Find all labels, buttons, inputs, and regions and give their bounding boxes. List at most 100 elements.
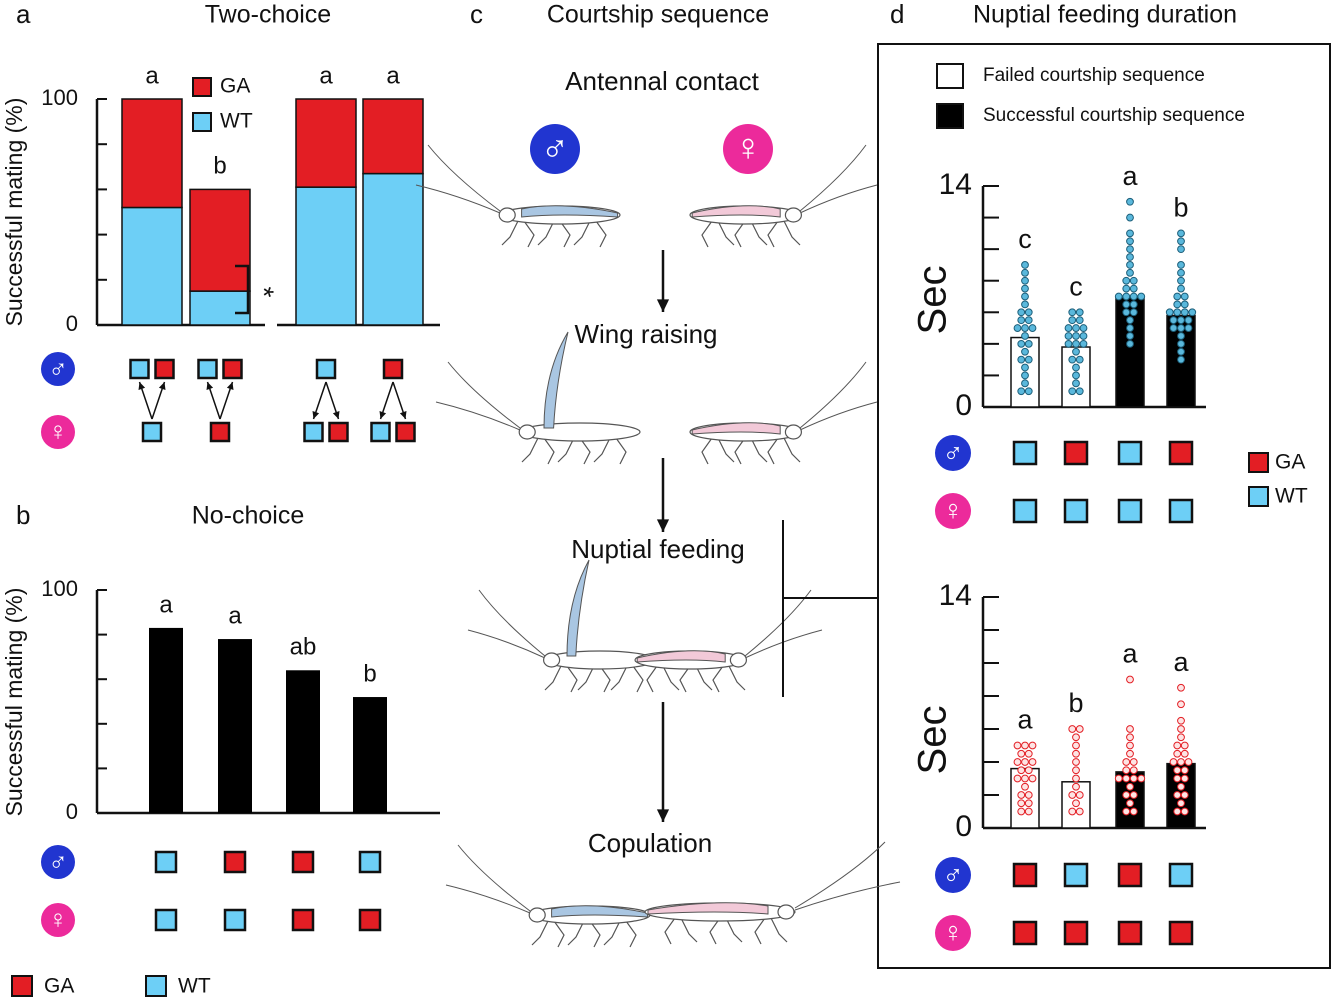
data-point — [1068, 316, 1077, 325]
significance-letter: b — [1068, 688, 1083, 718]
sex-symbol-circle — [41, 903, 75, 937]
sex-symbol-circle — [41, 415, 75, 449]
significance-letter: a — [1122, 639, 1138, 669]
leg — [544, 665, 562, 691]
bar-segment — [189, 290, 251, 326]
data-point — [1177, 268, 1185, 277]
diagram-title: Courtship sequence — [547, 1, 769, 29]
significance-letter: a — [228, 602, 242, 629]
leg — [725, 917, 743, 943]
data-point — [1024, 791, 1033, 799]
legend-swatch — [192, 112, 212, 132]
antenna — [415, 184, 501, 214]
data-point — [1068, 355, 1077, 364]
data-point — [1072, 799, 1080, 808]
leg — [734, 437, 746, 465]
data-point — [1028, 324, 1037, 332]
data-point — [1177, 229, 1185, 238]
bar — [353, 697, 387, 813]
cockroach-illustration — [435, 331, 641, 465]
arrow-head — [399, 411, 407, 419]
wing — [636, 650, 726, 663]
legend-label: WT — [220, 110, 253, 133]
data-point — [1024, 308, 1033, 317]
data-point — [1075, 308, 1084, 317]
data-point — [1126, 229, 1134, 238]
data-point — [1184, 316, 1193, 325]
antenna — [794, 881, 901, 911]
genotype-square — [395, 421, 416, 443]
significance-letter: b — [1173, 192, 1188, 222]
data-point — [1126, 725, 1134, 733]
legend-label: WT — [1275, 485, 1308, 508]
data-point — [1072, 339, 1080, 348]
bar — [286, 670, 320, 813]
bar-segment — [189, 188, 251, 292]
data-point — [1021, 741, 1029, 750]
data-point — [1122, 758, 1131, 766]
data-point — [1126, 741, 1134, 750]
data-point — [1126, 197, 1134, 206]
data-point — [1126, 749, 1134, 758]
significance-letter: b — [363, 660, 376, 687]
antenna — [435, 401, 521, 431]
genotype-square — [197, 358, 218, 380]
data-point — [1180, 774, 1189, 783]
data-point — [1129, 276, 1138, 285]
panel-letter: a — [16, 0, 31, 29]
leg — [632, 665, 644, 693]
data-point — [1177, 276, 1185, 285]
data-point — [1137, 292, 1146, 301]
data-point — [1064, 339, 1073, 348]
data-point — [1177, 700, 1185, 709]
data-point — [1028, 758, 1037, 766]
leg — [579, 437, 591, 465]
annotation-bracket — [235, 264, 250, 315]
data-point — [1068, 387, 1077, 396]
data-point — [1072, 766, 1080, 775]
genotype-square — [209, 421, 231, 443]
leg — [754, 917, 766, 945]
head — [729, 652, 748, 668]
significance-letter: ab — [290, 634, 317, 661]
data-point — [1021, 758, 1029, 766]
data-point — [1079, 339, 1088, 348]
data-point — [1079, 324, 1088, 332]
y-axis-label: Successful mating (%) — [1, 588, 27, 817]
leg — [750, 437, 768, 463]
genotype-square — [1063, 498, 1089, 524]
data-point — [1017, 749, 1026, 758]
genotype-square — [223, 908, 247, 932]
data-point — [1024, 807, 1033, 816]
data-point — [1129, 292, 1138, 301]
antenna — [744, 589, 812, 657]
data-point — [1126, 339, 1134, 348]
head — [777, 904, 795, 920]
data-point — [1177, 716, 1185, 725]
chart-title: Nuptial feeding duration — [973, 1, 1237, 29]
bar-segment — [362, 172, 424, 326]
cockroach-illustration — [467, 559, 656, 693]
leg — [589, 920, 601, 948]
data-point — [1013, 324, 1022, 332]
data-point — [1126, 332, 1134, 340]
legend-swatch — [1248, 486, 1269, 507]
leg — [523, 220, 535, 248]
y-axis-label: Successful mating (%) — [1, 98, 27, 327]
antenna — [799, 401, 878, 431]
leg — [662, 665, 680, 691]
data-point — [1064, 324, 1073, 332]
genotype-square — [358, 908, 382, 932]
genotype-square — [154, 908, 178, 932]
data-point — [1068, 725, 1077, 733]
leg — [593, 437, 611, 463]
y-tick-label: 100 — [41, 576, 78, 601]
data-point — [1129, 758, 1138, 766]
leg — [615, 437, 627, 465]
leg — [537, 220, 555, 246]
sex-symbol-circle — [41, 845, 75, 879]
significance-letter: a — [1122, 161, 1138, 191]
genotype-square — [1168, 440, 1194, 466]
data-point — [1122, 774, 1131, 783]
